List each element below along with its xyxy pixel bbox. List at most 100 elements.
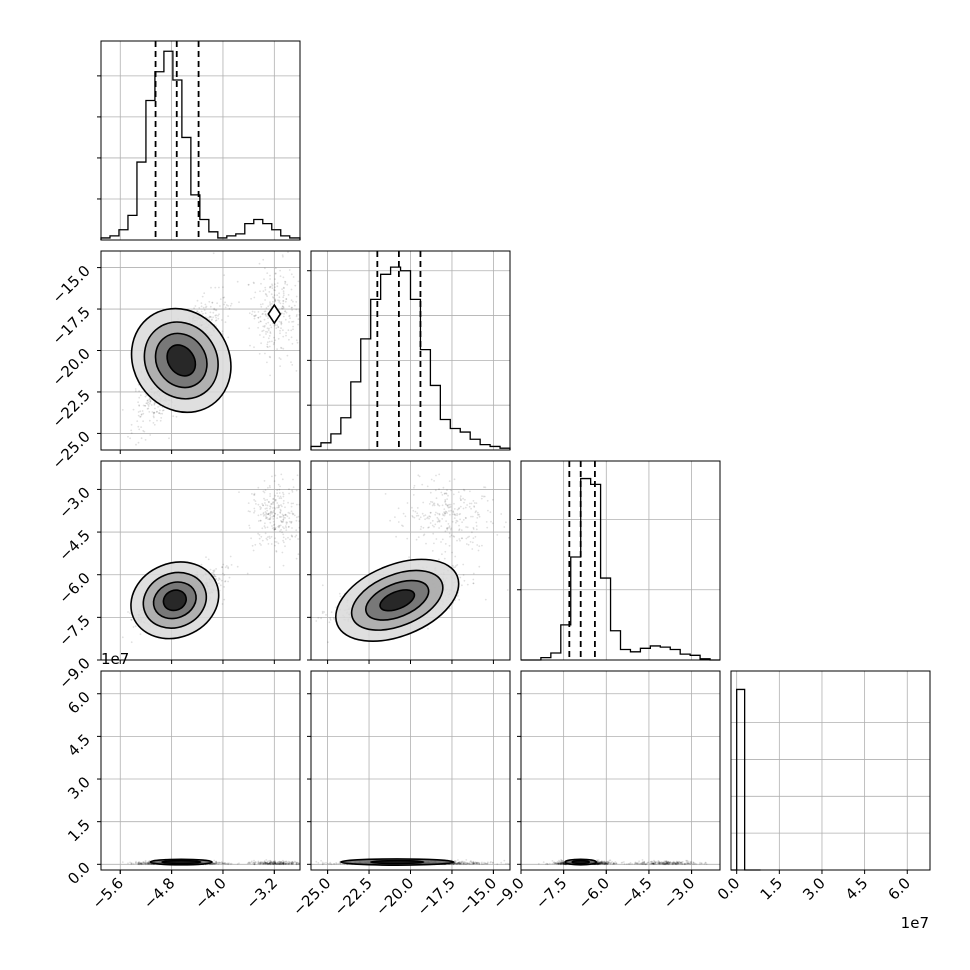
scatter-point (290, 288, 293, 291)
scatter-point (483, 486, 485, 489)
scatter-point (291, 535, 294, 538)
scatter-point (491, 498, 494, 501)
scatter-point (267, 337, 270, 340)
scatter-point (465, 543, 468, 545)
scatter-point (450, 489, 452, 492)
scatter-point (262, 504, 264, 507)
scatter-point (297, 280, 300, 283)
scatter-point (280, 346, 282, 349)
scatter-point (333, 618, 336, 621)
scatter-point (253, 296, 256, 299)
scatter-point (293, 514, 296, 517)
scatter-point (325, 614, 327, 616)
scatter-point (269, 304, 272, 306)
scatter-point (274, 298, 277, 301)
scatter-point (272, 497, 275, 500)
scatter-point (449, 535, 451, 538)
scatter-point (445, 493, 448, 495)
scatter-point (269, 331, 272, 333)
scatter-point (282, 315, 285, 318)
scatter-point (411, 515, 414, 517)
scatter-point (448, 526, 451, 529)
scatter-point (446, 528, 449, 531)
scatter-point (258, 262, 261, 265)
scatter-point (444, 543, 447, 545)
scatter-point (204, 303, 207, 306)
scatter-point (446, 489, 448, 491)
scatter-point (152, 412, 155, 415)
scatter-point (139, 633, 142, 636)
scatter-point (262, 336, 265, 338)
scatter-point (288, 488, 290, 491)
scatter-point (265, 333, 267, 335)
scatter-point (252, 549, 255, 552)
scatter-point (484, 486, 487, 489)
scatter-point (503, 526, 506, 528)
scatter-point (248, 312, 251, 315)
scatter-point (276, 506, 278, 509)
scatter-point (221, 566, 224, 568)
scatter-point (158, 412, 161, 414)
scatter-point (285, 311, 288, 314)
scatter-point (280, 320, 283, 323)
scatter-point (267, 513, 270, 515)
scatter-point (263, 525, 266, 528)
scatter-point (259, 303, 262, 306)
scatter-point (269, 301, 271, 304)
scatter-point (255, 503, 257, 505)
scatter-point (276, 294, 279, 296)
scatter-point (443, 508, 446, 510)
scatter-point (257, 532, 259, 535)
scatter-point (275, 550, 278, 552)
scatter-point (429, 515, 432, 518)
scatter-point (213, 570, 216, 573)
scatter-point (246, 572, 249, 575)
scatter-point (227, 566, 230, 569)
scatter-point (480, 497, 483, 500)
scatter-point (447, 523, 450, 525)
scatter-point (219, 584, 222, 587)
scatter-point (269, 286, 271, 289)
scatter-point (292, 513, 295, 515)
scatter-point (223, 586, 226, 588)
scatter-point (257, 326, 259, 329)
scatter-point (264, 267, 266, 270)
scatter-point (257, 514, 260, 517)
scatter-point (283, 541, 285, 544)
scatter-point (274, 278, 276, 280)
scatter-point (266, 295, 268, 297)
scatter-point (267, 512, 270, 515)
scatter-point (458, 598, 461, 601)
scatter-point (473, 505, 475, 507)
scatter-point (248, 524, 251, 527)
scatter-point (459, 539, 461, 542)
scatter-point (223, 274, 226, 277)
scatter-point (486, 499, 489, 502)
scatter-point (462, 497, 464, 500)
scatter-point (264, 313, 267, 315)
scatter-point (443, 492, 446, 495)
scatter-point (269, 278, 271, 280)
scatter-point (291, 306, 293, 309)
scatter-point (321, 584, 324, 587)
scatter-point (291, 364, 294, 366)
scatter-point (458, 513, 461, 516)
scatter-point (204, 312, 207, 315)
scatter-point (264, 313, 267, 316)
scatter-point (262, 258, 265, 261)
scatter-point (271, 283, 273, 286)
scatter-point (280, 322, 282, 324)
scatter-point (285, 521, 288, 524)
scatter-point (473, 506, 476, 508)
scatter-point (441, 504, 444, 507)
scatter-point (283, 527, 285, 530)
scatter-point (281, 521, 284, 524)
scatter-point (153, 416, 155, 419)
scatter-point (460, 499, 462, 501)
scatter-point (290, 521, 292, 523)
scatter-point (423, 533, 426, 536)
scatter-point (213, 308, 216, 311)
scatter-point (505, 521, 507, 524)
scatter-point (430, 478, 433, 481)
scatter-point (457, 491, 460, 493)
